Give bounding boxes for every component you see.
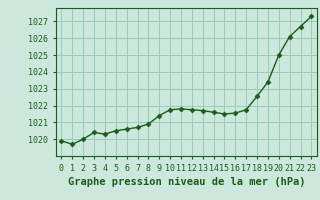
- X-axis label: Graphe pression niveau de la mer (hPa): Graphe pression niveau de la mer (hPa): [68, 177, 305, 187]
